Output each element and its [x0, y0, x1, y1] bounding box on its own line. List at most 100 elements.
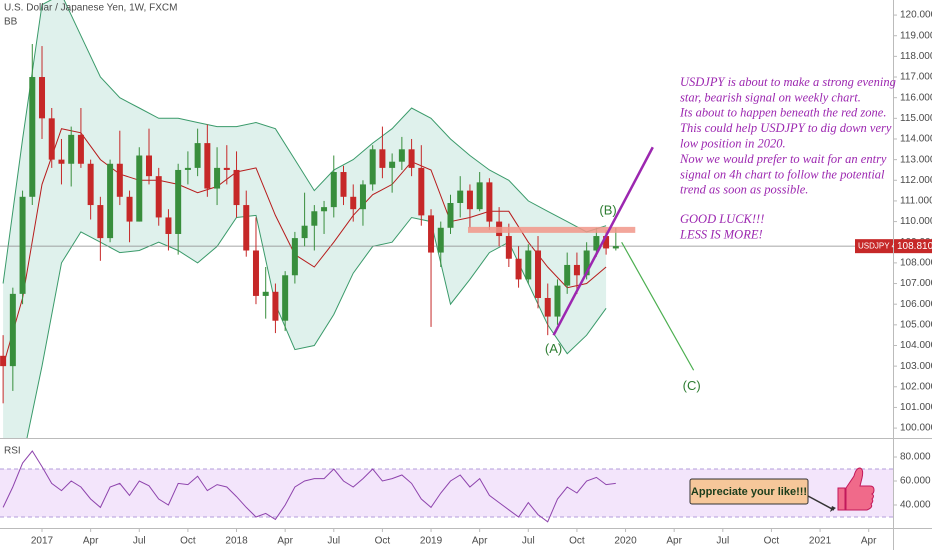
drawing [552, 146, 654, 336]
indicator-label: BB [4, 17, 18, 28]
price-tag-name: USDJPY 4.80% [858, 241, 914, 250]
x-tick-label: Apr [666, 536, 682, 547]
candle-body [194, 143, 201, 168]
y-tick-label: 118.000 [900, 51, 932, 62]
candle-body [379, 149, 386, 168]
last-price-label: 108.810 [897, 241, 932, 252]
button-box[interactable] [689, 478, 809, 505]
y-tick-label: 100.000 [900, 423, 932, 434]
y-tick-label: 106.000 [900, 299, 932, 310]
candle-body [48, 118, 55, 160]
candle-body [0, 355, 7, 367]
x-tick-label: Apr [277, 536, 293, 547]
y-tick-label: 108.000 [900, 258, 932, 269]
x-tick-label: 2017 [31, 536, 54, 547]
y-tick-label: 102.000 [900, 381, 932, 392]
candle-body [603, 236, 610, 249]
thumb [845, 467, 875, 511]
note-line: low position in 2020. [680, 136, 786, 150]
candle-body [321, 207, 328, 212]
thumb-cuff [837, 487, 846, 511]
x-tick-label: Apr [83, 536, 99, 547]
candle-body [466, 190, 473, 210]
candle-body [272, 291, 279, 321]
candle-body [291, 238, 298, 276]
candle-body [389, 161, 396, 168]
candle-body [9, 293, 16, 367]
drawing [621, 241, 695, 371]
x-tick-label: Apr [472, 536, 488, 547]
x-tick-label: Jul [716, 536, 729, 547]
candle-body [301, 225, 308, 239]
candle-body [398, 149, 405, 162]
note-line: Its about to happen beneath the red zone… [679, 106, 886, 120]
candle-body [214, 167, 221, 189]
y-tick-label: 113.000 [900, 154, 932, 165]
candle-body [340, 172, 347, 197]
candle-body [262, 291, 269, 296]
y-tick-label: 110.000 [900, 216, 932, 227]
candle-body [136, 155, 143, 222]
note-line: star, bearish signal on weekly chart. [680, 90, 861, 104]
last-price-box [894, 239, 932, 254]
note-line: LESS IS MORE! [679, 227, 763, 241]
note-line: USDJPY is about to make a strong evening [680, 75, 896, 89]
rsi-line [2, 450, 616, 523]
candle-body [116, 163, 123, 197]
candle-body [126, 196, 133, 222]
x-tick-label: Oct [375, 536, 391, 547]
candle-body [369, 149, 376, 185]
note-line: This could help USDJPY to dig down very [680, 121, 892, 135]
y-tick-label: 104.000 [900, 340, 932, 351]
candle-body [282, 275, 289, 321]
candle-body [515, 258, 522, 280]
candle-body [612, 246, 619, 249]
wave-label: (B) [599, 203, 616, 218]
like-button[interactable]: Appreciate your like!!! [689, 478, 809, 505]
candle-body [252, 250, 259, 296]
candle-body [243, 205, 250, 251]
candle-body [39, 77, 46, 119]
candle-body [418, 167, 425, 216]
wave-label: (A) [545, 341, 562, 356]
candle-body [437, 227, 444, 253]
x-tick-label: Oct [569, 536, 585, 547]
price-tag-bg [855, 239, 893, 254]
y-tick-label: 101.000 [900, 402, 932, 413]
bb-basis [2, 128, 607, 367]
candle-body [77, 134, 84, 164]
note-line: signal on 4h chart to follow the potenti… [680, 167, 885, 181]
note-line: trend as soon as possible. [680, 183, 808, 197]
y-tick-label: 120.000 [900, 10, 932, 21]
candle-body [165, 217, 172, 234]
y-tick-label: 107.000 [900, 278, 932, 289]
y-tick-label: 115.000 [900, 113, 932, 124]
note-line: Now we would prefer to wait for an entry [679, 152, 887, 166]
candle-body [544, 297, 551, 317]
candle-body [19, 196, 26, 294]
candle-body [175, 169, 182, 234]
candle-body [330, 172, 337, 208]
candle-body [145, 155, 152, 177]
candle-body [29, 77, 36, 197]
y-tick-label: 114.000 [900, 134, 932, 145]
x-tick-label: 2021 [809, 536, 832, 547]
button-label[interactable]: Appreciate your like!!! [691, 486, 807, 498]
x-tick-label: Jul [522, 536, 535, 547]
axes: 120.000 119.000 118.000 117.000 116.000 115.0… [31, 10, 932, 547]
candle-body [58, 159, 65, 164]
x-tick-label: 2019 [420, 536, 443, 547]
x-tick-label: Oct [764, 536, 780, 547]
candle-body [311, 211, 318, 226]
x-tick-label: Jul [133, 536, 146, 547]
y-tick-label: 40.000 [900, 500, 931, 511]
candle-body [505, 236, 512, 259]
candle-body [476, 182, 483, 210]
price-pane [0, 0, 893, 438]
candle-body [486, 182, 493, 222]
chart-title: U.S. Dollar / Japanese Yen, 1W, FXCM [4, 3, 177, 14]
candle-body [204, 143, 211, 189]
candle-body [359, 184, 366, 210]
candle-body [223, 167, 230, 170]
